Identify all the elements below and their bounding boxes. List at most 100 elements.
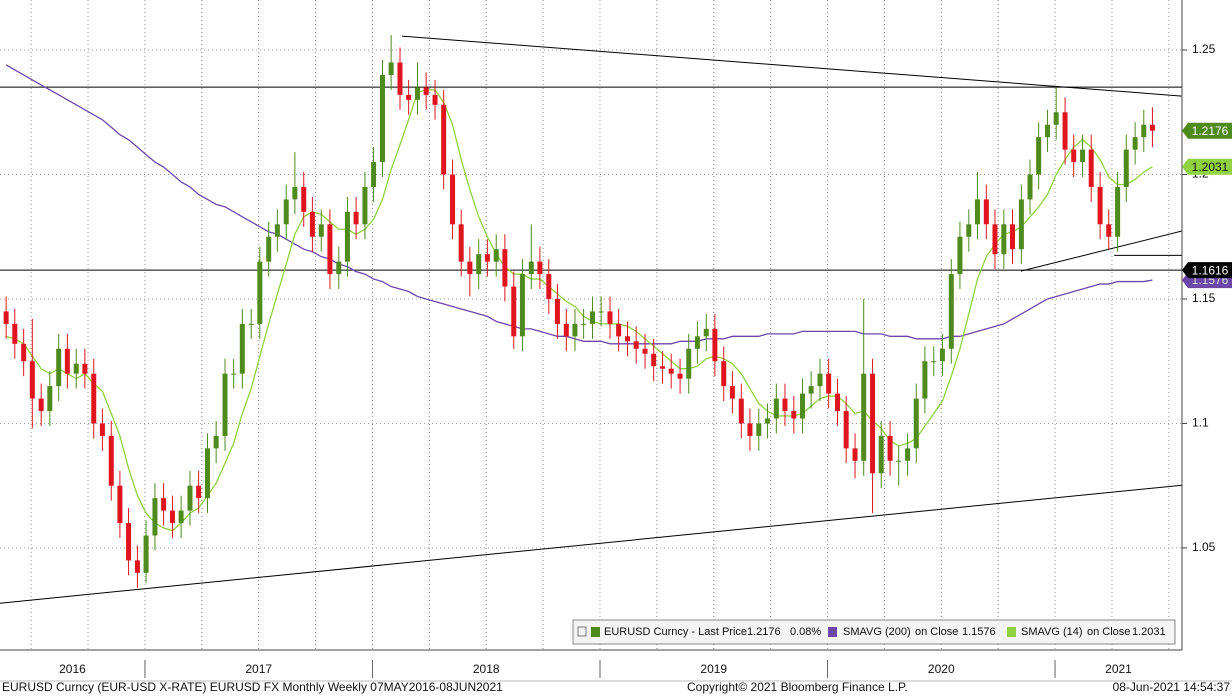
candle-body bbox=[878, 435, 884, 474]
x-year-label: 2016 bbox=[59, 662, 86, 676]
candle-body bbox=[1141, 124, 1147, 138]
legend-value: 1.2031 bbox=[1132, 626, 1166, 638]
x-year-label: 2018 bbox=[473, 662, 500, 676]
candle-body bbox=[379, 74, 385, 163]
candle-body bbox=[152, 498, 158, 536]
candle-body bbox=[852, 448, 858, 461]
candle-body bbox=[511, 286, 517, 337]
legend-label: SMAVG (14) bbox=[1021, 626, 1083, 638]
y-tick-label: 1.1 bbox=[1192, 416, 1209, 430]
candle-body bbox=[248, 323, 254, 325]
sma14-tag-label: 1.2031 bbox=[1192, 160, 1229, 174]
candle-body bbox=[292, 186, 298, 200]
candle-body bbox=[651, 353, 657, 367]
candle-body bbox=[721, 361, 727, 387]
candle-body bbox=[686, 348, 692, 379]
legend-label: SMAVG (200) bbox=[843, 626, 911, 638]
candle-body bbox=[1097, 186, 1103, 225]
candle-body bbox=[983, 199, 989, 225]
candle-body bbox=[773, 398, 779, 419]
candle-body bbox=[108, 435, 114, 486]
candle-body bbox=[371, 162, 377, 187]
candle-body bbox=[178, 510, 184, 524]
candle-body bbox=[826, 373, 832, 394]
hline-tag-label: 1.1616 bbox=[1192, 263, 1229, 277]
candle-body bbox=[406, 94, 412, 100]
price-tag-label: 1.2176 bbox=[1192, 124, 1229, 138]
candle-body bbox=[283, 199, 289, 225]
candle-body bbox=[764, 418, 770, 424]
candle-body bbox=[922, 361, 928, 399]
candle-body bbox=[344, 211, 350, 262]
candle-body bbox=[563, 323, 569, 337]
candle-body bbox=[38, 398, 44, 412]
candle-body bbox=[668, 368, 674, 374]
candle-body bbox=[1045, 124, 1051, 138]
legend-box bbox=[572, 619, 1176, 645]
candle-body bbox=[353, 211, 359, 225]
candle-body bbox=[756, 423, 762, 436]
candle-body bbox=[388, 62, 394, 75]
candle-body bbox=[91, 373, 97, 424]
y-tick-label: 1.05 bbox=[1192, 540, 1216, 554]
candle-body bbox=[992, 224, 998, 255]
candle-body bbox=[870, 373, 876, 474]
candle-body bbox=[64, 348, 70, 374]
candle-body bbox=[607, 311, 613, 324]
sma-line bbox=[5, 89, 1153, 532]
candle-body bbox=[327, 224, 333, 275]
y-tick-label: 1.15 bbox=[1192, 291, 1216, 305]
candle-body bbox=[231, 373, 237, 375]
candle-body bbox=[73, 363, 79, 374]
candle-body bbox=[143, 535, 149, 573]
candle-body bbox=[528, 261, 534, 275]
candle-body bbox=[21, 343, 27, 362]
candle-body bbox=[589, 311, 595, 324]
candle-body bbox=[782, 398, 788, 412]
candle-body bbox=[29, 361, 35, 399]
candle-body bbox=[712, 328, 718, 362]
candle-body bbox=[554, 298, 560, 324]
candle-body bbox=[1001, 224, 1007, 255]
candle-body bbox=[974, 199, 980, 225]
trendline bbox=[1020, 230, 1182, 272]
footer-center: Copyright© 2021 Bloomberg Finance L.P. bbox=[687, 680, 908, 694]
candle-body bbox=[913, 398, 919, 449]
candle-body bbox=[99, 423, 105, 436]
candle-body bbox=[423, 87, 429, 95]
candle-body bbox=[633, 341, 639, 349]
candle-body bbox=[791, 411, 797, 419]
price-tag-box bbox=[1182, 122, 1232, 139]
candle-body bbox=[835, 393, 841, 412]
candle-body bbox=[887, 435, 893, 461]
candle-body bbox=[729, 386, 735, 399]
candle-body bbox=[537, 261, 543, 275]
candle-body bbox=[694, 336, 700, 349]
candle-body bbox=[415, 87, 421, 100]
candle-body bbox=[502, 249, 508, 287]
candle-body bbox=[966, 224, 972, 237]
candle-body bbox=[939, 348, 945, 362]
legend-value: 1.2176 bbox=[747, 626, 781, 638]
candle-body bbox=[441, 104, 447, 175]
candle-body bbox=[808, 386, 814, 394]
candle-body bbox=[187, 485, 193, 511]
candle-body bbox=[169, 510, 175, 524]
candle-body bbox=[117, 485, 123, 524]
candle-body bbox=[861, 373, 867, 461]
sma14-tag-box bbox=[1182, 158, 1232, 175]
legend-swatch bbox=[828, 627, 837, 637]
legend-swatch bbox=[1007, 627, 1016, 637]
trendline bbox=[0, 484, 1182, 604]
candle-body bbox=[213, 435, 219, 449]
legend-label: EURUSD Curncy - Last Price bbox=[604, 626, 747, 638]
legend-basis: on Close bbox=[1087, 626, 1130, 638]
candle-body bbox=[896, 460, 902, 462]
trendline bbox=[402, 35, 1182, 97]
x-year-label: 2020 bbox=[928, 662, 955, 676]
legend-icon bbox=[577, 626, 587, 637]
candle-body bbox=[625, 336, 631, 342]
candle-body bbox=[817, 373, 823, 387]
